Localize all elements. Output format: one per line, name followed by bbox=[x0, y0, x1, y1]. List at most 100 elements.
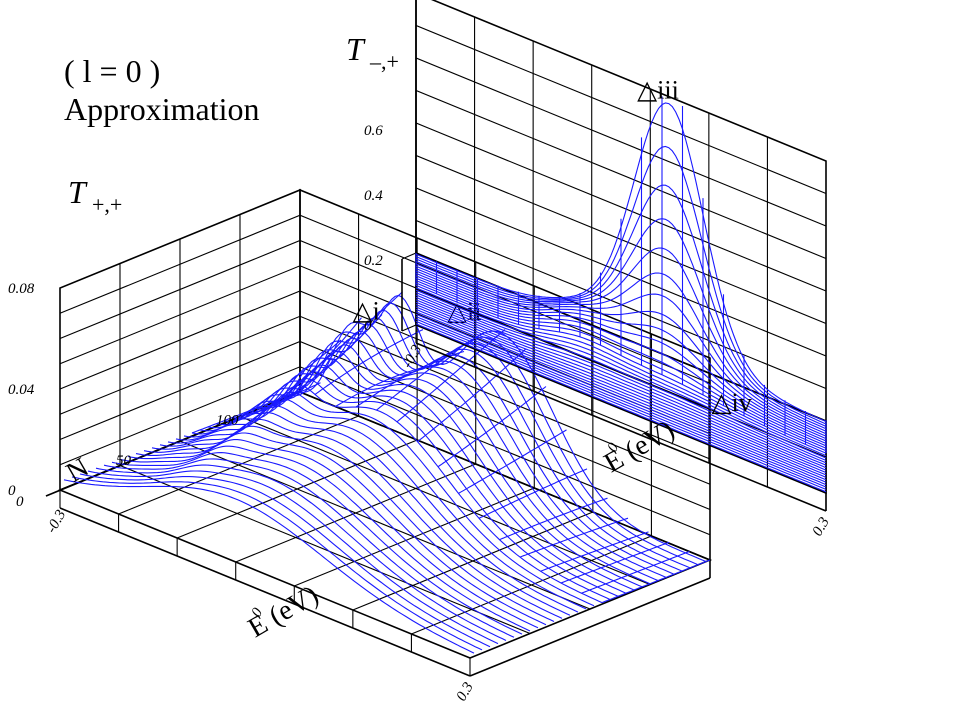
left-y-tick-label: 0 bbox=[16, 494, 24, 510]
right-surface-plot: 00.20.40.6-0.300.3E (eV) △iii△iv bbox=[364, 0, 833, 539]
left-curve bbox=[151, 418, 563, 619]
left-curve bbox=[175, 398, 587, 610]
approx-line1: ( l = 0 ) bbox=[64, 53, 160, 89]
right-curve bbox=[415, 306, 827, 476]
left-mesh-curve bbox=[314, 329, 424, 395]
left-x-tick-label: 0.3 bbox=[454, 680, 477, 704]
left-curve bbox=[111, 452, 523, 635]
left-peak-label: △ii bbox=[447, 297, 481, 326]
left-curve bbox=[159, 412, 571, 616]
left-mesh-curve bbox=[560, 541, 670, 584]
left-mesh-curve bbox=[376, 331, 485, 411]
left-mesh-curve bbox=[499, 497, 608, 541]
left-mesh-curve bbox=[458, 429, 567, 494]
left-mesh-curve bbox=[417, 348, 526, 443]
left-x-tick-label: -0.3 bbox=[44, 507, 70, 536]
right-title-sub: –,+ bbox=[369, 49, 399, 74]
right-curve bbox=[415, 323, 827, 493]
left-surface-curves bbox=[63, 291, 711, 654]
left-title-main: T bbox=[68, 174, 88, 210]
right-peak-label: △iv bbox=[712, 388, 752, 417]
left-curve bbox=[63, 479, 475, 654]
right-curve bbox=[415, 313, 827, 483]
left-peak-label: △i bbox=[353, 297, 380, 326]
right-side-tick bbox=[401, 324, 417, 332]
left-mesh-curve bbox=[273, 314, 383, 408]
right-x-tick-label: 0.3 bbox=[810, 515, 833, 539]
approx-line2: Approximation bbox=[64, 91, 260, 127]
right-z-tick-label: 0.6 bbox=[364, 123, 383, 139]
right-floor-grid-n bbox=[415, 288, 827, 458]
right-z-tick-label: 0 bbox=[364, 318, 372, 334]
left-mesh-curve bbox=[601, 559, 711, 604]
left-curve bbox=[79, 473, 491, 648]
right-curve bbox=[415, 299, 827, 469]
left-z-tick-label: 0.08 bbox=[8, 281, 35, 297]
right-curve bbox=[415, 318, 827, 488]
right-curve bbox=[415, 320, 827, 490]
right-panel-title: T –,+ bbox=[346, 31, 399, 74]
right-annotations: △iii △iv bbox=[637, 76, 752, 417]
right-curve bbox=[415, 294, 827, 464]
right-side-tick bbox=[401, 252, 417, 260]
left-hgrid bbox=[59, 214, 711, 384]
right-hgrid bbox=[415, 24, 827, 195]
right-front-skirt bbox=[415, 342, 827, 512]
left-x-axis-label: E (eV) bbox=[243, 580, 324, 645]
left-right-skirt bbox=[469, 577, 711, 677]
left-hgrid bbox=[59, 315, 711, 485]
left-mesh-curve bbox=[540, 531, 649, 572]
right-curve bbox=[415, 308, 827, 478]
left-mesh-curve bbox=[335, 362, 444, 407]
right-peak-label: △iii bbox=[637, 76, 679, 105]
left-annotations: △i △ii bbox=[353, 297, 482, 326]
left-title-sub: +,+ bbox=[92, 192, 122, 217]
left-curve bbox=[143, 425, 555, 622]
right-surface-curves bbox=[415, 96, 827, 493]
left-panel-title: T +,+ bbox=[68, 174, 122, 217]
left-curve bbox=[103, 458, 515, 638]
left-curve bbox=[95, 464, 507, 641]
left-curve bbox=[183, 391, 595, 607]
left-curve bbox=[71, 476, 483, 651]
right-z-tick-label: 0.2 bbox=[364, 253, 383, 269]
left-hgrid bbox=[59, 366, 711, 536]
left-y-tick-label: 100 bbox=[216, 412, 239, 428]
left-front-skirt bbox=[59, 507, 471, 677]
right-curve bbox=[415, 301, 827, 471]
right-curve bbox=[415, 287, 827, 457]
right-title-main: T bbox=[346, 31, 366, 67]
left-curve bbox=[135, 432, 547, 626]
right-curve bbox=[415, 316, 827, 486]
left-mesh-curve bbox=[519, 517, 629, 558]
left-mesh-curve bbox=[212, 382, 321, 433]
left-z-tick-label: 0 bbox=[8, 483, 16, 499]
left-curve bbox=[87, 470, 499, 645]
left-mesh-curve bbox=[437, 386, 547, 468]
left-mesh-curve bbox=[478, 468, 588, 519]
left-y-axis-label: N bbox=[61, 452, 94, 489]
right-back-wall bbox=[415, 0, 827, 423]
right-curve bbox=[415, 304, 827, 474]
left-z-tick-label: 0.04 bbox=[8, 382, 35, 398]
left-mesh-curve bbox=[396, 329, 506, 423]
left-mesh-curve bbox=[581, 550, 690, 594]
left-floor-grid-n bbox=[239, 415, 651, 586]
left-floor-grid-n bbox=[179, 440, 591, 610]
left-hgrid bbox=[59, 290, 711, 460]
right-x-axis-label: E (eV) bbox=[599, 415, 680, 480]
right-curve bbox=[415, 289, 827, 459]
left-y-tick-label: 50 bbox=[116, 453, 132, 469]
left-floor-grid-n bbox=[119, 464, 531, 635]
left-mesh-curve bbox=[294, 291, 403, 387]
right-curve bbox=[415, 296, 827, 466]
right-curve bbox=[415, 311, 827, 481]
left-mesh-curve bbox=[232, 339, 342, 422]
left-curve bbox=[127, 439, 539, 629]
right-hgrid bbox=[415, 57, 827, 227]
left-curve bbox=[119, 445, 531, 632]
left-mesh-curve bbox=[253, 317, 362, 420]
approx-label: ( l = 0 ) Approximation bbox=[64, 53, 260, 127]
left-curve bbox=[167, 405, 579, 613]
